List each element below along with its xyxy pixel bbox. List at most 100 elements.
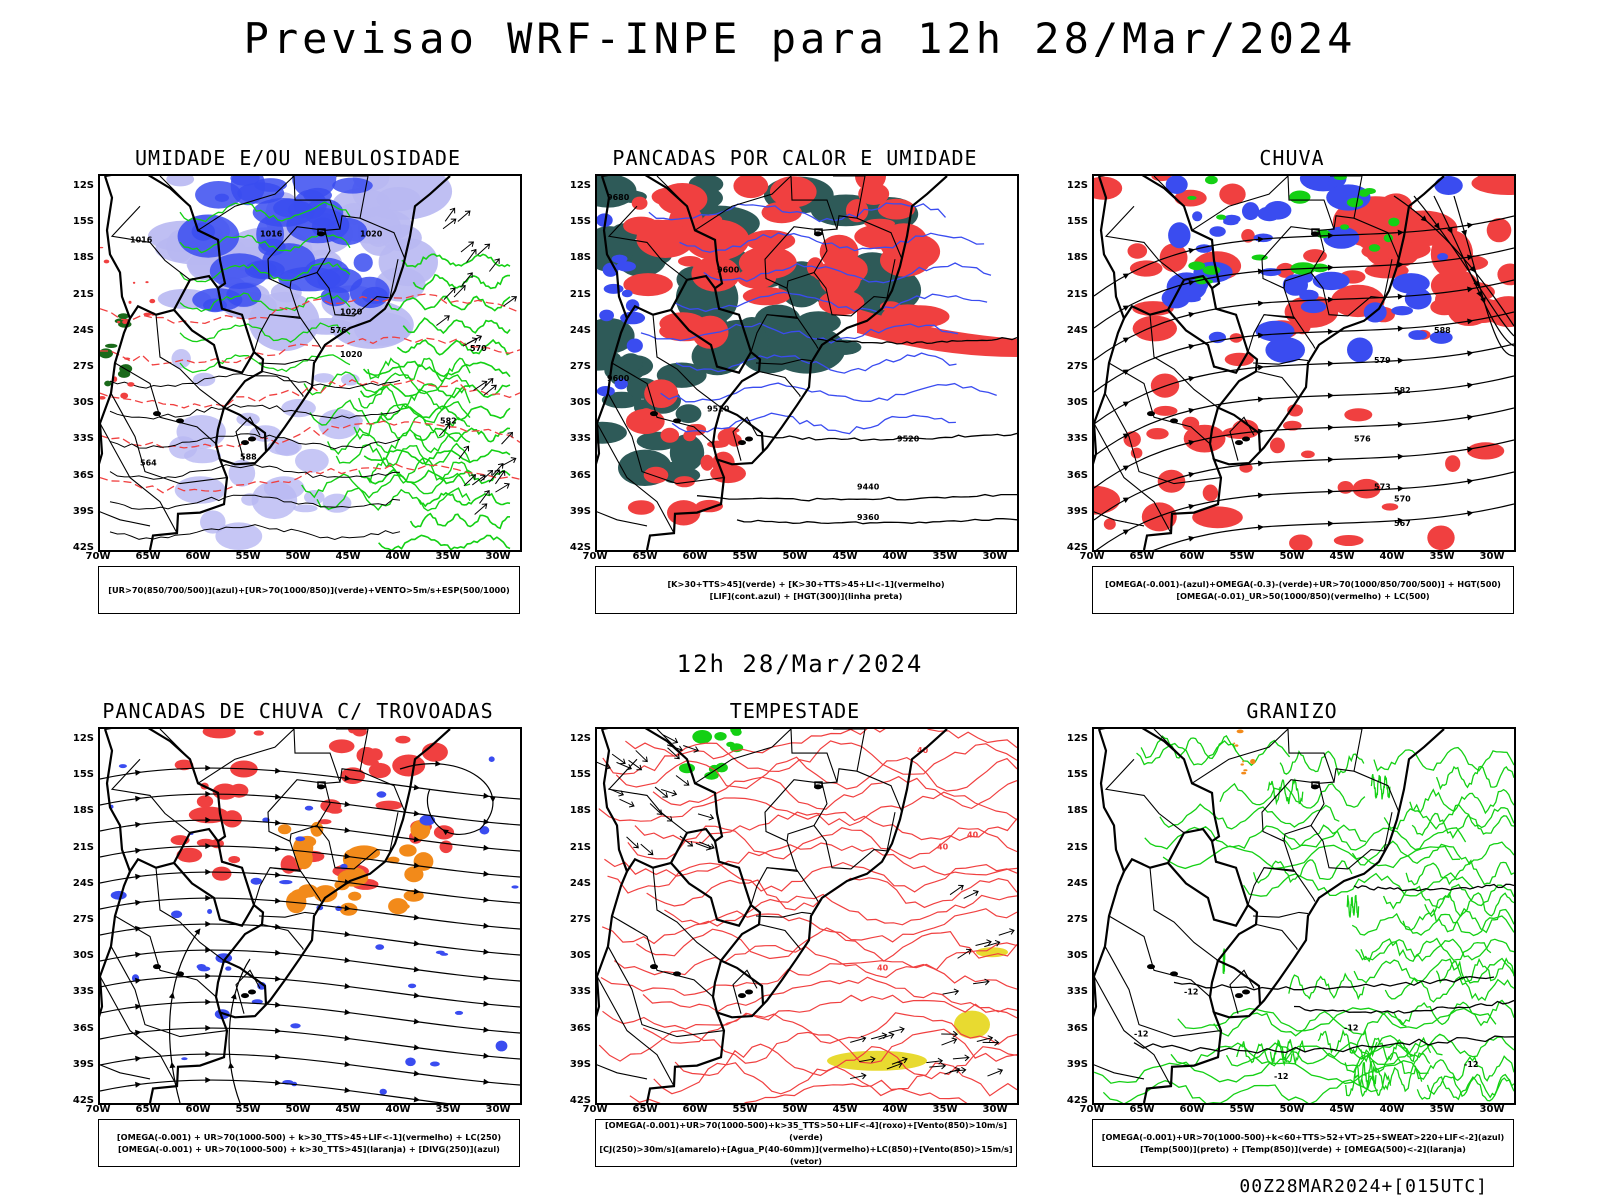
state-border — [155, 867, 225, 962]
precipitable-water-contour — [634, 811, 1017, 844]
longitude-tick-label: 65W — [632, 1104, 658, 1115]
field-cell — [1486, 218, 1512, 243]
flow-arrow — [274, 871, 282, 878]
state-border — [110, 945, 228, 1038]
lake-marker — [176, 418, 184, 424]
temp850-contour — [1383, 803, 1514, 830]
field-cell — [310, 821, 324, 837]
country-border — [711, 407, 723, 460]
flow-arrow — [1397, 293, 1404, 300]
latitude-tick-label: 24S — [72, 324, 94, 336]
field-cell — [174, 759, 194, 771]
moisture-contour — [179, 322, 351, 343]
geography-layer — [100, 176, 451, 550]
field-cell — [737, 267, 777, 289]
field-cell — [1344, 408, 1373, 422]
state-border — [114, 915, 217, 998]
temp850-contour — [1373, 746, 1514, 772]
map-area: -12 -12 -12 -12 -12 — [1092, 727, 1516, 1105]
lifted-index-contour — [648, 202, 946, 223]
latitude-tick-label: 15S — [72, 769, 94, 781]
state-border — [336, 729, 369, 772]
flow-arrow — [1467, 382, 1474, 389]
wind-streamline — [100, 897, 520, 930]
field-cell — [117, 320, 121, 324]
state-border — [597, 511, 648, 527]
field-cell — [631, 196, 648, 210]
field-cell — [1437, 253, 1449, 261]
contour-label: -12 — [1464, 1060, 1478, 1069]
federal-district — [1311, 781, 1320, 788]
legend-line-1: [OMEGA(-0.001) + UR>70(1000-500) + k>30_… — [116, 1132, 502, 1142]
latitude-tick-label: 21S — [569, 288, 591, 300]
contour-label: 9680 — [607, 193, 630, 202]
field-cell — [1408, 330, 1428, 340]
field-cell — [322, 493, 352, 513]
field-cell — [196, 964, 206, 970]
latitude-tick-label: 36S — [1066, 1022, 1088, 1034]
field-cell — [858, 182, 890, 205]
longitude-tick-label: 60W — [682, 551, 708, 562]
latitude-tick-label: 30S — [72, 397, 94, 409]
field-cell — [1153, 405, 1178, 416]
wind-vector — [495, 482, 510, 493]
flow-arrow — [1467, 350, 1474, 357]
wind-vector — [949, 884, 964, 896]
field-cell — [1276, 262, 1295, 278]
flow-arrow — [1476, 290, 1482, 298]
flow-arrow — [483, 1078, 490, 1085]
legend-box: [OMEGA(-0.001) + UR>70(1000-500) + k>30_… — [98, 1119, 520, 1167]
state-border — [656, 176, 688, 207]
map-area — [98, 727, 522, 1105]
flow-arrow — [1397, 389, 1404, 396]
latitude-tick-label: 39S — [1066, 505, 1088, 517]
country-border — [214, 960, 226, 1013]
lake-marker — [1147, 411, 1155, 417]
field-cell — [229, 783, 249, 798]
temp850-contour — [1351, 840, 1514, 866]
country-border — [1097, 729, 1213, 874]
lake-marker — [1170, 971, 1178, 977]
field-cell — [621, 289, 633, 298]
field-cell — [379, 1088, 387, 1095]
latitude-tick-label: 42S — [569, 1095, 591, 1106]
contour-label: 1020 — [340, 350, 363, 359]
map-canvas — [100, 729, 520, 1103]
height-streamline — [1095, 471, 1514, 550]
longitude-tick-label: 45W — [1329, 1104, 1355, 1115]
state-border — [197, 729, 295, 784]
wind-streamline — [100, 767, 520, 800]
flow-arrow — [413, 836, 421, 843]
precipitable-water-contour — [646, 877, 1017, 911]
latitude-tick-label: 33S — [1066, 433, 1088, 445]
wind-vector — [481, 378, 494, 391]
wind-vector — [942, 988, 960, 996]
wind-vector — [697, 813, 715, 821]
field-cell — [1242, 202, 1260, 221]
wind-vector — [649, 803, 663, 816]
flow-arrow — [135, 873, 142, 880]
field-cell — [761, 201, 802, 224]
latitude-tick-label: 42S — [1066, 1095, 1088, 1106]
wind-vector — [957, 948, 972, 959]
wind-streamline — [100, 845, 520, 878]
state-border — [766, 314, 819, 349]
field-cell — [1157, 469, 1186, 493]
temp850-contour — [1344, 1049, 1431, 1075]
country-border — [1094, 870, 1126, 1018]
wind-vector — [477, 243, 491, 256]
flow-arrow — [168, 992, 175, 999]
latitude-tick-label: 18S — [569, 805, 591, 817]
wind-vector — [859, 1056, 876, 1063]
state-border — [732, 969, 758, 1014]
panel-title: GRANIZO — [1246, 699, 1338, 723]
wind-vector — [976, 1035, 994, 1043]
field-cell — [230, 176, 260, 186]
field-cell — [1209, 226, 1226, 237]
field-cell — [196, 795, 214, 808]
wind-streamline — [100, 819, 520, 852]
field-cell — [620, 311, 646, 325]
field-cell — [1242, 760, 1245, 763]
field-cell — [1241, 771, 1247, 775]
